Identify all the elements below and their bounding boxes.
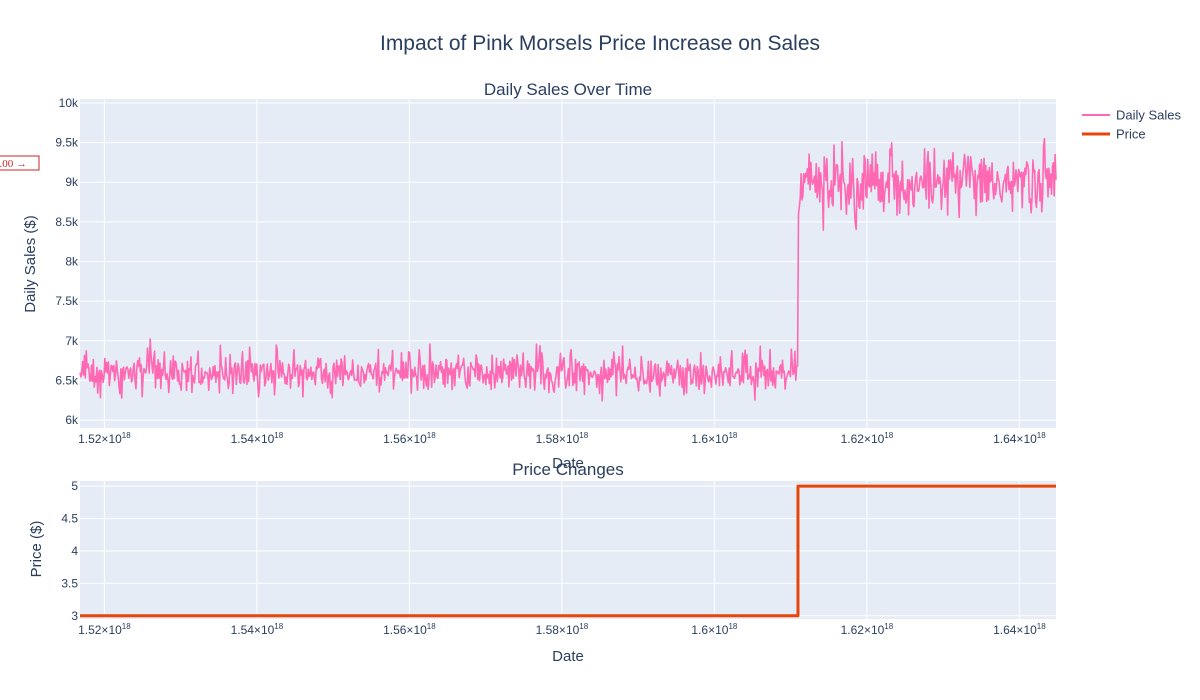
x-tick-label: 1.64×1018 <box>993 622 1046 637</box>
y-tick-label: 8.5k <box>55 215 79 229</box>
x-tick-label: 1.6×1018 <box>691 431 737 446</box>
y-tick-label: 10k <box>59 96 79 110</box>
price-subplot: 1.52×1018 1.54×1018 1.56×1018 1.58×1018 1.6×… <box>28 460 1056 665</box>
x-tick-label: 1.54×1018 <box>231 622 284 637</box>
price-plot-area <box>80 481 1056 619</box>
x-tick-label: 1.56×1018 <box>383 622 436 637</box>
x-tick-label: 1.58×1018 <box>536 431 589 446</box>
x-tick-label: 1.52×1018 <box>78 622 131 637</box>
y-tick-label: 6.5k <box>55 373 79 387</box>
y-tick-label: 4.5 <box>61 512 78 526</box>
x-tick-label: 1.6×1018 <box>691 622 737 637</box>
legend-label-price: Price <box>1116 127 1146 142</box>
y-tick-label: 9.5k <box>55 136 79 150</box>
y-tick-label: 5 <box>71 479 78 493</box>
chart-title: Impact of Pink Morsels Price Increase on… <box>380 32 820 55</box>
y-tick-label: 4 <box>71 544 78 558</box>
x-tick-label: 1.62×1018 <box>841 431 894 446</box>
y-tick-label: 6k <box>65 413 79 427</box>
y-tick-label: 3 <box>71 609 78 623</box>
price-x-axis-title: Date <box>552 648 584 665</box>
sales-series-layer <box>79 137 1057 402</box>
sales-x-axis-title: Date <box>552 455 584 472</box>
x-tick-label: 1.58×1018 <box>536 622 589 637</box>
sales-subplot: 1.52×1018 1.54×1018 1.56×1018 1.58×1018 1.6×… <box>22 80 1057 472</box>
price-subplot-title: Price Changes <box>512 460 624 479</box>
price-series-layer <box>80 484 1056 618</box>
legend-item-price[interactable]: Price <box>1082 127 1146 142</box>
sales-subplot-title: Daily Sales Over Time <box>484 80 652 99</box>
series-line-price <box>80 484 1056 618</box>
annotation-text: 3.00 → <box>0 158 27 170</box>
x-tick-label: 1.64×1018 <box>993 431 1046 446</box>
y-tick-label: 9k <box>65 175 79 189</box>
sales-tick-labels: 1.52×1018 1.54×1018 1.56×1018 1.58×1018 1.6×… <box>55 96 1046 446</box>
price-tick-labels: 1.52×1018 1.54×1018 1.56×1018 1.58×1018 1.6×… <box>61 479 1046 637</box>
y-tick-label: 7k <box>65 334 79 348</box>
x-tick-label: 1.56×1018 <box>383 431 436 446</box>
y-tick-label: 7.5k <box>55 294 79 308</box>
x-tick-label: 1.52×1018 <box>78 431 131 446</box>
x-tick-label: 1.62×1018 <box>841 622 894 637</box>
series-line-daily-sales <box>79 137 1057 402</box>
price-y-axis-title: Price ($) <box>28 521 45 578</box>
annotation-box <box>0 155 40 171</box>
price-annotation: 3.00 → <box>0 155 40 171</box>
legend-item-daily-sales[interactable]: Daily Sales <box>1082 108 1182 123</box>
y-tick-label: 8k <box>65 255 79 269</box>
legend[interactable]: Daily Sales Price <box>1082 108 1182 142</box>
y-tick-label: 3.5 <box>61 576 78 590</box>
sales-y-axis-title: Daily Sales ($) <box>22 215 39 313</box>
x-tick-label: 1.54×1018 <box>231 431 284 446</box>
legend-label-daily-sales: Daily Sales <box>1116 108 1182 123</box>
